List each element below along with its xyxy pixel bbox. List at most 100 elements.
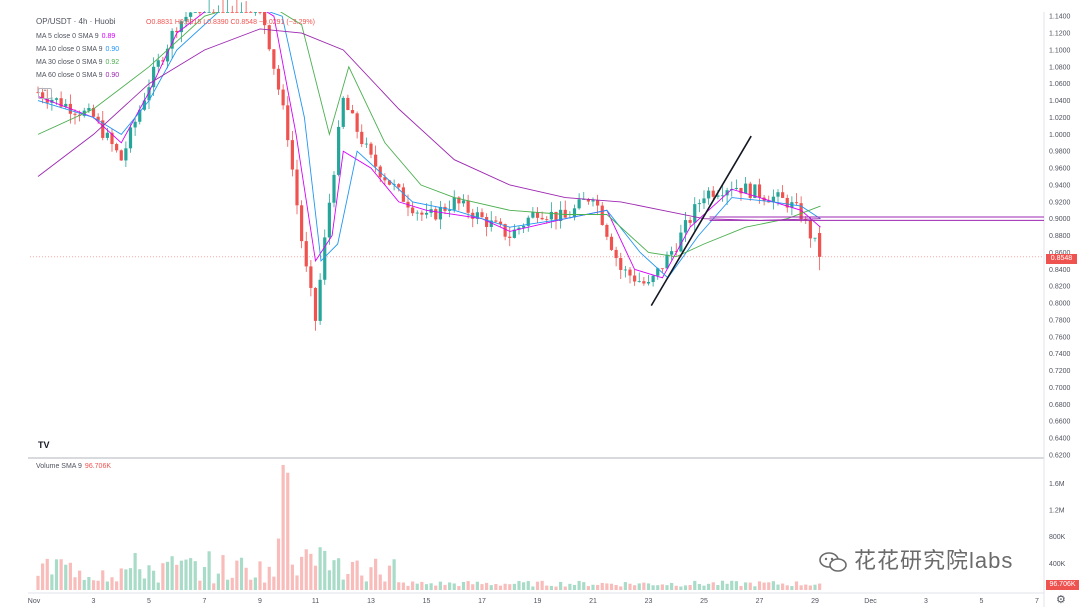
candle-body [170, 30, 174, 49]
candle-body [517, 227, 521, 230]
candle-body [318, 279, 322, 321]
candle-body [600, 205, 604, 225]
candle-body [281, 89, 285, 106]
volume-bar [378, 574, 382, 590]
volume-bar [563, 586, 567, 590]
volume-bar [679, 586, 683, 590]
volume-bar [767, 582, 771, 590]
settings-gear-icon[interactable]: ⚙ [1056, 594, 1066, 606]
volume-bar [323, 550, 327, 590]
collapse-legend-button[interactable]: ⌃ [38, 88, 52, 99]
y-tick-label: 0.9800 [1049, 149, 1071, 156]
ma-legend-4[interactable]: MA 60 close 0 SMA 9 0.90 [36, 72, 120, 79]
volume-bar [133, 553, 137, 590]
candle-body [355, 113, 359, 132]
volume-bar [642, 582, 646, 590]
volume-bar [535, 581, 540, 590]
candle-body [161, 60, 165, 62]
volume-bar [286, 472, 290, 590]
x-tick-label: Dec [864, 598, 877, 605]
volume-tick-label: 800K [1049, 534, 1066, 541]
volume-bar [730, 580, 734, 590]
volume-bar [753, 586, 757, 590]
candle-body [295, 169, 299, 206]
volume-bar [559, 581, 563, 590]
x-tick-label: 9 [258, 598, 262, 605]
candle-body [309, 266, 313, 288]
candle-body [438, 206, 442, 220]
ma-line-1 [37, 12, 821, 279]
candle-body [369, 143, 373, 155]
candle-body [554, 211, 558, 221]
candle-body [64, 103, 68, 107]
x-tick-label: 15 [423, 598, 431, 605]
volume-bar [346, 574, 350, 590]
volume-bar [50, 574, 54, 590]
symbol-title: OP/USDT · 4h · Huobi [36, 17, 116, 26]
candle-body [734, 187, 738, 189]
candle-body [272, 49, 276, 69]
ma-legend-1[interactable]: MA 5 close 0 SMA 9 0.89 [36, 33, 116, 40]
volume-bar [128, 568, 133, 590]
volume-bar [309, 553, 313, 590]
candle-body [683, 220, 688, 233]
volume-bar [522, 582, 526, 590]
candle-body [235, 12, 239, 13]
volume-bar [600, 582, 604, 590]
symbol-legend: OP/USDT · 4h · Huobi [36, 17, 115, 26]
volume-bar [105, 581, 109, 590]
volume-bar [198, 580, 202, 590]
volume-bar [401, 582, 405, 590]
volume-bar [369, 567, 373, 590]
candle-body [480, 212, 484, 218]
y-tick-label: 1.0400 [1049, 98, 1071, 105]
volume-bar [448, 582, 452, 590]
volume-bar [239, 557, 244, 590]
candle-body [808, 220, 812, 239]
volume-bar [304, 549, 308, 590]
volume-bar [683, 585, 688, 590]
candle-body [452, 197, 456, 210]
x-tick-label: 5 [147, 598, 151, 605]
y-tick-label: 0.8000 [1049, 301, 1071, 308]
candle-body [276, 68, 281, 90]
ma-legend-3[interactable]: MA 30 close 0 SMA 9 0.92 [36, 59, 120, 66]
volume-bar [790, 586, 794, 590]
x-tick-label: 27 [756, 598, 764, 605]
volume-bar [78, 570, 82, 590]
candle-body [526, 217, 530, 226]
x-tick-label: 17 [478, 598, 486, 605]
candle-body [697, 203, 701, 205]
candle-body [156, 60, 160, 67]
volume-bar [41, 563, 45, 590]
candle-body [193, 12, 197, 13]
volume-bar [739, 585, 743, 590]
candle-body [110, 132, 114, 145]
candle-body [105, 132, 109, 138]
candle-body [785, 197, 789, 208]
volume-bar [124, 569, 128, 590]
volume-bar [549, 585, 553, 590]
y-tick-label: 0.9200 [1049, 199, 1071, 206]
volume-bar [707, 583, 711, 590]
candle-body [660, 268, 664, 270]
candle-body [688, 220, 692, 223]
volume-bar [327, 570, 331, 590]
volume-bar [670, 582, 674, 590]
candle-body [101, 120, 105, 138]
x-tick-label: 11 [312, 598, 319, 605]
ma-legend-2[interactable]: MA 10 close 0 SMA 9 0.90 [36, 46, 120, 53]
candle-body [512, 229, 516, 238]
volume-bar [119, 568, 123, 590]
candle-body [424, 212, 429, 215]
volume-bar [221, 555, 225, 590]
volume-bar [82, 579, 86, 590]
candle-body [341, 97, 345, 127]
candle-body [73, 113, 77, 115]
volume-bar [179, 560, 183, 590]
x-tick-label: 7 [1035, 598, 1039, 605]
candle-body [184, 16, 188, 22]
candle-body [503, 224, 507, 237]
volume-bar [757, 581, 762, 590]
